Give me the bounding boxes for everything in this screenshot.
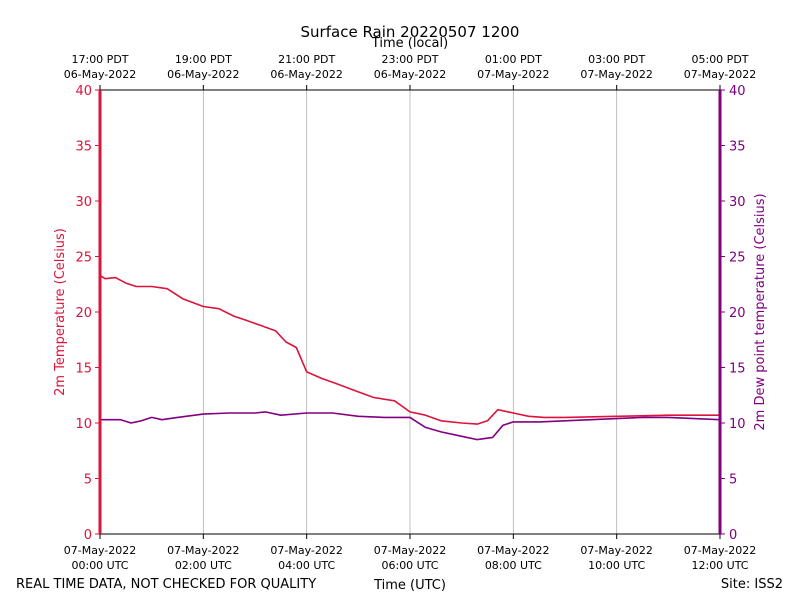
- bottom-x-tick-time: 04:00 UTC: [278, 559, 335, 572]
- top-x-tick-date: 06-May-2022: [64, 68, 136, 81]
- bottom-x-tick-date: 07-May-2022: [684, 544, 756, 557]
- right-y-tick-label: 5: [729, 473, 737, 488]
- bottom-x-tick-time: 08:00 UTC: [485, 559, 542, 572]
- top-x-tick-date: 06-May-2022: [374, 68, 446, 81]
- bottom-x-tick-date: 07-May-2022: [270, 544, 342, 557]
- top-x-tick-time: 01:00 PDT: [485, 53, 542, 66]
- top-axis-label: Time (local): [371, 36, 448, 51]
- quality-disclaimer: REAL TIME DATA, NOT CHECKED FOR QUALITY: [16, 577, 316, 592]
- right-y-axis-label: 2m Dew point temperature (Celsius): [753, 193, 768, 430]
- top-x-tick-time: 03:00 PDT: [588, 53, 645, 66]
- series-group: [99, 274, 721, 441]
- bottom-x-tick-time: 12:00 UTC: [691, 559, 748, 572]
- dewpoint-series-line: [100, 411, 721, 441]
- right-y-tick-label: 40: [729, 84, 746, 99]
- bottom-x-tick-time: 02:00 UTC: [175, 559, 232, 572]
- top-x-tick-time: 17:00 PDT: [71, 53, 128, 66]
- left-y-tick-label: 15: [75, 362, 92, 377]
- right-y-tick-label: 15: [729, 362, 746, 377]
- bottom-x-tick-date: 07-May-2022: [64, 544, 136, 557]
- top-x-ticks: 17:00 PDT 06-May-2022 19:00 PDT 06-May-2022…: [64, 53, 756, 90]
- top-x-tick-date: 06-May-2022: [270, 68, 342, 81]
- left-y-tick-label: 25: [75, 251, 92, 266]
- right-y-tick-label: 30: [729, 195, 746, 210]
- bottom-x-tick-time: 00:00 UTC: [71, 559, 128, 572]
- left-y-tick-label: 5: [84, 473, 92, 488]
- bottom-x-tick-date: 07-May-2022: [374, 544, 446, 557]
- bottom-x-ticks: 07-May-2022 00:00 UTC 07-May-2022 02:00 UTC…: [64, 534, 756, 572]
- temperature-series-line: [99, 274, 720, 425]
- right-y-tick-label: 0: [729, 528, 737, 543]
- left-y-tick-label: 40: [75, 84, 92, 99]
- top-x-tick-time: 19:00 PDT: [175, 53, 232, 66]
- x-axis-label: Time (UTC): [373, 578, 446, 593]
- left-y-tick-label: 30: [75, 195, 92, 210]
- bottom-x-tick-time: 06:00 UTC: [381, 559, 438, 572]
- left-y-tick-label: 20: [75, 306, 92, 321]
- left-y-tick-label: 0: [84, 528, 92, 543]
- bottom-x-tick-date: 07-May-2022: [477, 544, 549, 557]
- top-x-tick-time: 23:00 PDT: [381, 53, 438, 66]
- right-y-ticks: 0 5 10 15 20 25 30 35 40: [720, 84, 746, 543]
- top-x-tick-date: 06-May-2022: [167, 68, 239, 81]
- grid-lines: [202, 90, 618, 534]
- right-y-tick-label: 10: [729, 417, 746, 432]
- left-y-axis-label: 2m Temperature (Celsius): [53, 228, 68, 396]
- top-x-tick-date: 07-May-2022: [580, 68, 652, 81]
- top-x-tick-date: 07-May-2022: [684, 68, 756, 81]
- site-label: Site: ISS2: [721, 577, 783, 592]
- bottom-x-tick-date: 07-May-2022: [167, 544, 239, 557]
- bottom-x-tick-time: 10:00 UTC: [588, 559, 645, 572]
- left-y-ticks: 0 5 10 15 20 25 30 35 40: [75, 84, 100, 543]
- left-y-tick-label: 10: [75, 417, 92, 432]
- right-y-tick-label: 35: [729, 140, 746, 155]
- right-y-tick-label: 25: [729, 251, 746, 266]
- top-x-tick-time: 21:00 PDT: [278, 53, 335, 66]
- top-x-tick-date: 07-May-2022: [477, 68, 549, 81]
- bottom-x-tick-date: 07-May-2022: [580, 544, 652, 557]
- right-y-tick-label: 20: [729, 306, 746, 321]
- top-x-tick-time: 05:00 PDT: [691, 53, 748, 66]
- chart-title: Surface Rain 20220507 1200: [301, 23, 520, 41]
- left-y-tick-label: 35: [75, 140, 92, 155]
